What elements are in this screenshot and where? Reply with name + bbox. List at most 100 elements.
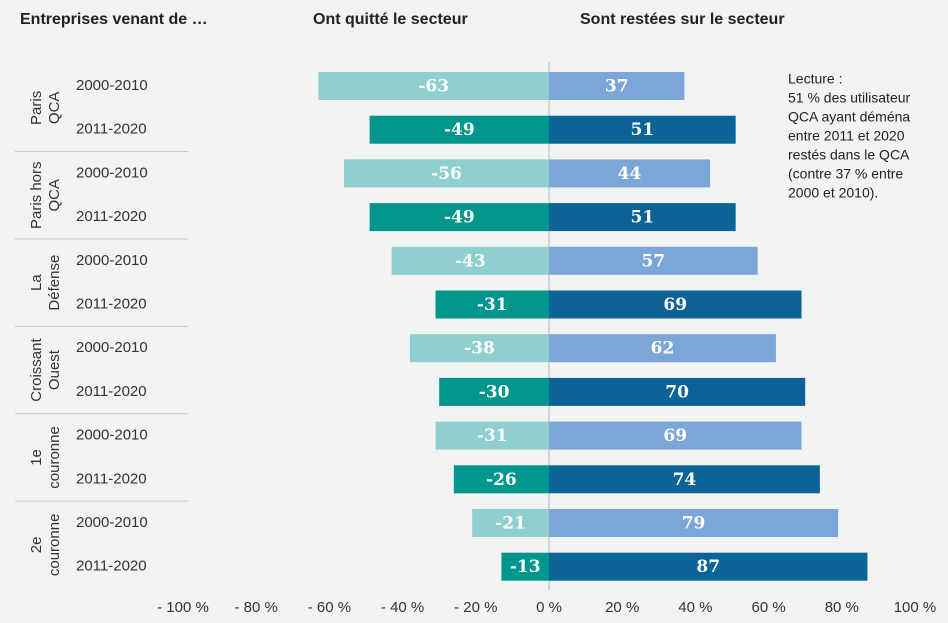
group-label-line: Ouest (46, 349, 63, 390)
annotation: QCA ayant déména (788, 109, 910, 125)
bar (439, 377, 549, 406)
value-label: -26 (486, 470, 517, 490)
x-tick-label: 60 % (751, 599, 785, 616)
value-label: -21 (495, 514, 526, 534)
period-label: 2011-2020 (76, 383, 147, 400)
value-label: 69 (663, 295, 687, 315)
bar (344, 159, 549, 188)
bar (501, 552, 549, 581)
period-label: 2000-2010 (76, 164, 148, 181)
group-label: 1e couronne (28, 426, 63, 489)
group-label-line: QCA (46, 92, 63, 125)
bar (435, 290, 549, 319)
bar (472, 509, 549, 537)
bar (318, 72, 549, 100)
bar (549, 465, 820, 494)
annotation: 2000 et 2010). (788, 185, 878, 201)
group-label-line: Défense (46, 255, 63, 311)
group-label-line: QCA (46, 179, 63, 212)
group-label: Croissant Ouest (28, 338, 63, 402)
value-label: 62 (651, 339, 675, 359)
group-label: 2e couronne (28, 514, 63, 577)
x-tick-label: - 20 % (454, 599, 497, 616)
annotation: entre 2011 et 2020 (788, 128, 905, 144)
value-label: 70 (665, 382, 689, 402)
annotation: restés dans le QCA (788, 147, 910, 163)
x-tick-label: 80 % (825, 599, 859, 616)
annotation: 51 % des utilisateur (788, 90, 911, 106)
bar (549, 421, 802, 450)
value-label: -63 (418, 77, 449, 97)
x-tick-label: 20 % (605, 599, 639, 616)
bar (549, 72, 685, 100)
group-label: Paris QCA (28, 91, 63, 125)
x-tick-label: 40 % (678, 599, 712, 616)
x-tick-label: - 100 % (157, 599, 209, 616)
value-label: 57 (641, 251, 665, 271)
bar (549, 552, 868, 581)
value-label: 37 (605, 77, 629, 97)
group-label-line: couronne (46, 426, 63, 489)
bar (391, 246, 549, 275)
period-label: 2000-2010 (76, 339, 148, 356)
value-label: -30 (479, 382, 510, 402)
value-label: 79 (682, 514, 706, 534)
bar (435, 421, 549, 450)
value-label: -38 (464, 339, 495, 359)
value-label: 51 (630, 120, 654, 140)
group-label-line: couronne (46, 514, 63, 577)
value-label: -56 (431, 164, 462, 184)
period-label: 2011-2020 (76, 470, 147, 487)
group-label-line: Paris hors (28, 161, 45, 229)
x-tick-label: 0 % (536, 599, 562, 616)
period-label: 2000-2010 (76, 77, 148, 94)
period-label: 2000-2010 (76, 252, 148, 269)
annotation: Lecture : (788, 71, 842, 87)
group-label: Paris hors QCA (28, 161, 63, 229)
value-label: 87 (696, 557, 720, 577)
value-label: -31 (477, 295, 508, 315)
bar (549, 377, 806, 406)
x-tick-label: - 80 % (235, 599, 278, 616)
value-label: -13 (510, 557, 541, 577)
group-label-line: Croissant (28, 338, 45, 402)
value-label: 44 (618, 164, 642, 184)
x-tick-label: 100 % (894, 599, 937, 616)
bar (369, 115, 549, 144)
x-tick-label: - 40 % (381, 599, 424, 616)
period-label: 2011-2020 (76, 558, 147, 575)
bar (549, 203, 736, 232)
group-label-line: La (28, 274, 45, 291)
period-label: 2011-2020 (76, 121, 147, 138)
series-header: Sont restées sur le secteur (580, 11, 785, 28)
series-header: Ont quitté le secteur (313, 11, 468, 28)
value-label: 69 (663, 426, 687, 446)
bar (549, 509, 839, 537)
period-label: 2011-2020 (76, 295, 147, 312)
bar (549, 159, 711, 188)
value-label: 51 (630, 208, 654, 228)
bar (549, 246, 758, 275)
value-label: -31 (477, 426, 508, 446)
period-label: 2000-2010 (76, 514, 148, 531)
value-label: -49 (444, 208, 475, 228)
annotation: (contre 37 % entre (788, 166, 903, 182)
group-label-line: Paris (28, 91, 45, 125)
bar (369, 203, 549, 232)
value-label: 74 (673, 470, 697, 490)
bar (549, 290, 802, 319)
value-label: -43 (455, 251, 486, 271)
bar (409, 334, 549, 363)
group-label: La Défense (28, 255, 63, 311)
bar (549, 115, 736, 144)
header: Entreprises venant de … (20, 11, 208, 28)
bar (453, 465, 549, 494)
value-label: -49 (444, 120, 475, 140)
period-label: 2000-2010 (76, 427, 148, 444)
x-tick-label: - 60 % (308, 599, 351, 616)
group-label-line: 1e (28, 449, 45, 466)
group-label-line: 2e (28, 537, 45, 554)
bar (549, 334, 776, 363)
period-label: 2011-2020 (76, 208, 147, 225)
